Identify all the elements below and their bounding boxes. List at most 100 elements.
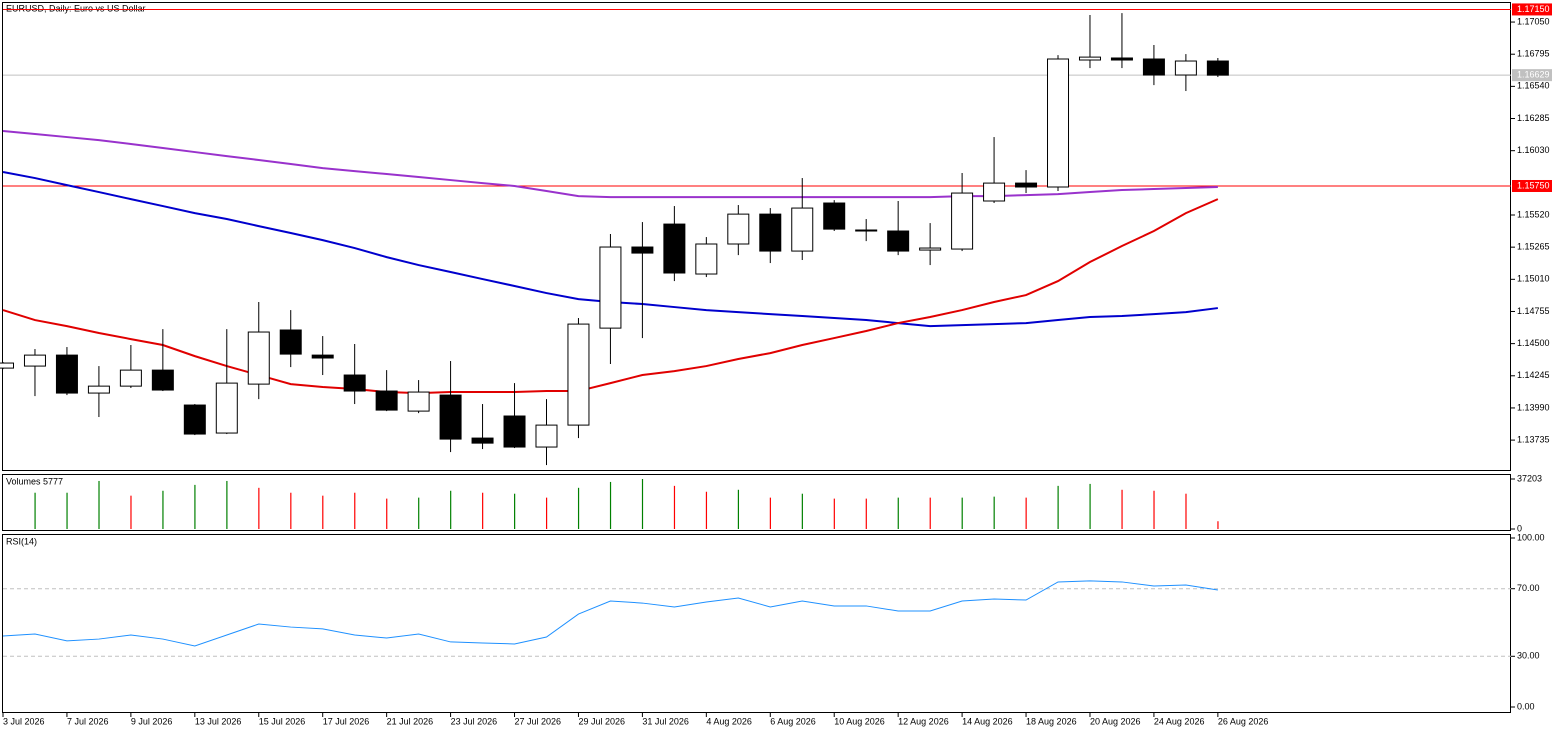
price-panel (2, 2, 1511, 471)
volume-bar (865, 498, 867, 529)
candle-body (951, 192, 974, 250)
y-tick-label: 1.16795 (1517, 49, 1550, 59)
candle-body (23, 354, 46, 367)
x-tick-label: 10 Aug 2026 (834, 716, 885, 726)
volume-bar (961, 497, 963, 529)
price-level-tag (1512, 69, 1552, 82)
candle-body (471, 437, 494, 444)
candle-body (1047, 58, 1070, 188)
x-tick-label: 3 Jul 2026 (3, 716, 45, 726)
volume-bar (130, 495, 132, 529)
price-level-label: 1.17150 (1517, 4, 1550, 14)
candle-body (247, 331, 270, 385)
moving-average (2, 130, 1218, 199)
candle-body (727, 213, 750, 245)
x-tick-label: 12 Aug 2026 (898, 716, 949, 726)
volume-bar (98, 480, 100, 529)
x-tick-label: 26 Aug 2026 (1218, 716, 1269, 726)
volume-bar (290, 492, 292, 529)
candle-body (55, 354, 78, 394)
candle-body (983, 182, 1006, 202)
volume-bar (769, 497, 771, 529)
x-tick-label: 17 Jul 2026 (323, 716, 370, 726)
volume-bar (737, 489, 740, 529)
volume-bar (226, 480, 228, 529)
price-level-tag (1512, 3, 1552, 16)
x-tick-label: 6 Aug 2026 (770, 716, 816, 726)
y-tick-label: 1.16030 (1517, 145, 1550, 155)
x-tick-label: 4 Aug 2026 (706, 716, 752, 726)
y-tick-label: 0.00 (1517, 701, 1535, 711)
volume-bar (641, 479, 644, 529)
candle-body (151, 369, 174, 391)
volume-bar (1217, 521, 1219, 529)
chart-title: EURUSD, Daily: Euro vs US Dollar (6, 3, 146, 13)
candle-body (1078, 56, 1101, 61)
candle-body (695, 243, 718, 275)
candle-body (439, 394, 462, 440)
x-tick-label: 15 Jul 2026 (259, 716, 306, 726)
y-tick-label: 37203 (1517, 473, 1542, 483)
rsi-title: RSI(14) (6, 536, 37, 546)
candle-body (1142, 58, 1165, 76)
x-tick-label: 27 Jul 2026 (515, 716, 562, 726)
y-tick-label: 1.15520 (1517, 209, 1550, 219)
volume-bar (514, 493, 516, 529)
candle-body (503, 415, 526, 448)
price-level-label: 1.16629 (1517, 70, 1550, 80)
volume-bar (1025, 497, 1027, 529)
volume-bar (66, 492, 68, 529)
moving-average (2, 198, 1219, 395)
volume-title: Volumes 5777 (6, 476, 63, 486)
candle-body (343, 374, 366, 392)
price-level-label: 1.15750 (1517, 180, 1550, 190)
y-tick-label: 1.13990 (1517, 402, 1550, 412)
volume-bar (258, 487, 260, 529)
candle-body (119, 369, 142, 387)
candle-body (1015, 182, 1038, 188)
x-tick-label: 29 Jul 2026 (578, 716, 625, 726)
candle-body (1174, 60, 1197, 76)
candle-body (1206, 60, 1229, 76)
candle-body (183, 404, 206, 435)
candle-body (887, 230, 910, 252)
volume-bar (450, 490, 452, 529)
y-tick-label: 30.00 (1517, 651, 1540, 661)
volume-bar (34, 492, 36, 529)
y-tick-label: 1.13735 (1517, 434, 1550, 444)
candle-body (1110, 57, 1133, 61)
volume-bar (545, 497, 548, 529)
volume-bar (897, 497, 899, 529)
volume-bar (354, 492, 356, 529)
y-tick-label: 1.16285 (1517, 113, 1550, 123)
volume-bar (993, 496, 995, 529)
candle-body (599, 246, 622, 329)
candle-body (407, 391, 430, 412)
volume-bar (162, 490, 164, 529)
volume-bar (482, 492, 484, 529)
volume-bar (705, 491, 708, 529)
candle-body (0, 362, 14, 369)
candle-body (631, 246, 654, 254)
y-tick-label: 1.15010 (1517, 274, 1550, 284)
candle-body (759, 213, 782, 252)
y-tick-label: 1.17050 (1517, 16, 1550, 26)
x-tick-label: 7 Jul 2026 (67, 716, 109, 726)
volume-bar (1185, 493, 1187, 529)
volume-bar (194, 484, 196, 529)
rsi-line (2, 580, 1218, 647)
candle-body (375, 390, 398, 411)
volume-bar (1089, 483, 1091, 529)
volume-bar (609, 481, 612, 529)
x-tick-label: 18 Aug 2026 (1026, 716, 1077, 726)
volume-bar (322, 495, 324, 529)
candle-body (823, 202, 846, 230)
x-tick-label: 20 Aug 2026 (1090, 716, 1141, 726)
x-tick-label: 14 Aug 2026 (962, 716, 1013, 726)
volume-bar (577, 487, 580, 529)
y-tick-label: 70.00 (1517, 583, 1540, 593)
candle-body (87, 385, 110, 394)
candle-body (663, 223, 686, 274)
